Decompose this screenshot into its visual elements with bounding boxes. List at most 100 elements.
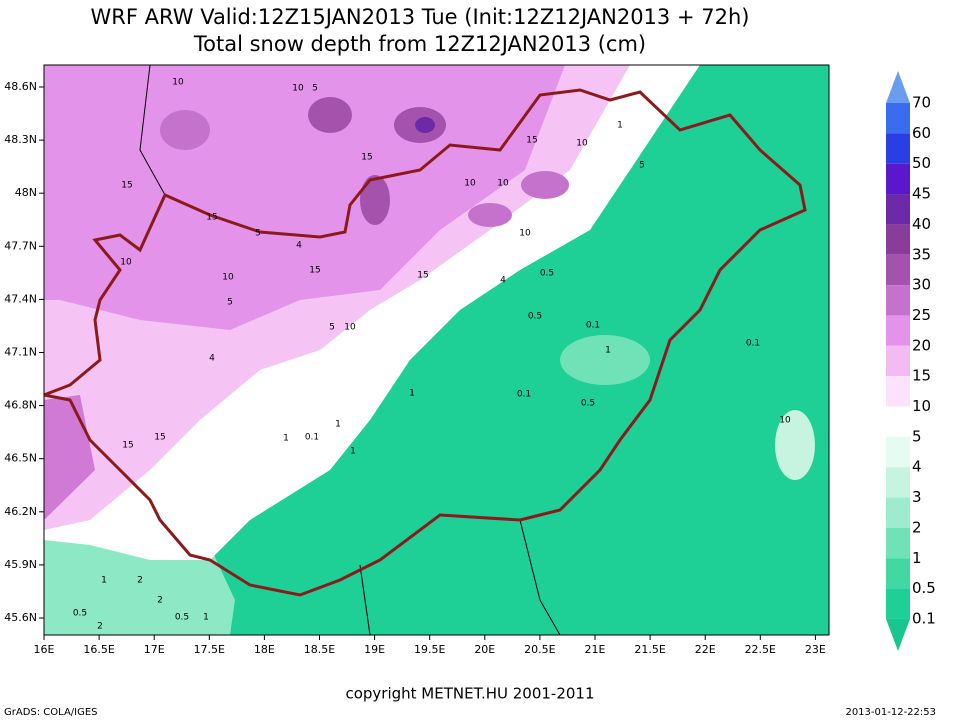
- lon-tick-label: 21E: [585, 643, 606, 656]
- lat-tick-label: 45.6N: [4, 611, 37, 624]
- contour-label: 15: [309, 266, 320, 276]
- field-purple: [360, 175, 390, 225]
- legend-arrow: [886, 618, 910, 651]
- legend-swatch: [886, 285, 910, 316]
- contour-label: 10: [172, 78, 184, 88]
- field-purple: [308, 97, 352, 133]
- contour-label: 15: [154, 433, 165, 443]
- legend-arrow: [886, 71, 910, 103]
- legend-swatch: [886, 497, 910, 528]
- contour-label: 1: [409, 389, 415, 399]
- field-purple: [468, 203, 512, 227]
- contour-label: 1: [335, 420, 341, 430]
- lon-tick-label: 22E: [695, 643, 716, 656]
- legend-label: 0.5: [912, 579, 936, 597]
- legend-swatch: [886, 103, 910, 134]
- lat-tick-label: 46.5N: [4, 452, 37, 465]
- lat-tick-label: 48N: [15, 186, 37, 199]
- legend-label: 30: [912, 276, 931, 294]
- footer-left: GrADS: COLA/IGES: [4, 707, 98, 718]
- lon-tick-label: 19E: [364, 643, 385, 656]
- contour-label: 2: [137, 576, 143, 586]
- lat-tick-label: 47.1N: [4, 346, 37, 359]
- map: [44, 65, 829, 635]
- contour-label: 5: [255, 229, 261, 239]
- contour-label: 15: [361, 153, 372, 163]
- legend-swatch: [886, 315, 910, 346]
- copyright: copyright METNET.HU 2001-2011: [345, 685, 594, 703]
- legend-swatch: [886, 345, 910, 377]
- lon-tick-label: 22.5E: [745, 643, 776, 656]
- legend-label: 3: [912, 488, 922, 506]
- field-patch: [775, 410, 815, 480]
- legend-swatch: [886, 254, 910, 286]
- legend-swatch: [886, 133, 910, 164]
- legend-swatch: [886, 588, 910, 619]
- lat-tick-label: 45.9N: [4, 558, 37, 571]
- contour-label: 10: [464, 179, 476, 189]
- contour-label: 2: [157, 596, 163, 606]
- field-purple: [415, 117, 435, 133]
- legend-label: 1: [912, 549, 922, 567]
- contour-label: 1: [350, 447, 356, 457]
- contour-label: 15: [417, 271, 428, 281]
- legend-label: 10: [912, 397, 931, 415]
- lat-tick-label: 47.4N: [4, 292, 37, 305]
- lon-tick-label: 19.5E: [414, 643, 445, 656]
- lon-tick-label: 17.5E: [194, 643, 225, 656]
- legend-label: 45: [912, 185, 931, 203]
- legend-label: 15: [912, 367, 931, 385]
- legend-label: 70: [912, 94, 931, 112]
- lat-tick-label: 48.3N: [4, 133, 37, 146]
- legend-label: 0.1: [912, 609, 936, 627]
- map-frame: [43, 64, 830, 636]
- contour-label: 0.5: [528, 312, 542, 322]
- lat-tick-label: 47.7N: [4, 239, 37, 252]
- contour-label: 0.5: [73, 609, 87, 619]
- legend-swatch: [886, 224, 910, 255]
- legend-swatch: [886, 163, 910, 195]
- contour-label: 1: [101, 576, 107, 586]
- field-purple: [521, 171, 569, 199]
- legend-label: 50: [912, 154, 931, 172]
- contour-label: 15: [526, 136, 537, 146]
- contour-label: 15: [121, 181, 132, 191]
- legend-swatch: [886, 467, 910, 498]
- legend-label: 2: [912, 518, 922, 536]
- contour-label: 0.5: [581, 399, 595, 409]
- border: [44, 88, 807, 597]
- legend-swatch: [886, 406, 910, 437]
- lon-tick-label: 17E: [144, 643, 165, 656]
- field-patch: [560, 335, 650, 385]
- legend-swatch: [886, 436, 910, 468]
- title: WRF ARW Valid:12Z15JAN2013 Tue (Init:12Z…: [91, 5, 750, 29]
- contour-label: 0.5: [540, 269, 554, 279]
- contour-label: 0.5: [175, 613, 189, 623]
- legend-swatch: [886, 194, 910, 225]
- contour-label: 0.1: [517, 390, 531, 400]
- legend-swatch: [886, 558, 910, 589]
- contour-label: 15: [206, 213, 217, 223]
- contour-label: 5: [312, 84, 318, 94]
- legend-label: 4: [912, 458, 922, 476]
- contour-label: 10: [497, 179, 509, 189]
- legend-label: 5: [912, 427, 922, 445]
- legend-label: 25: [912, 306, 931, 324]
- contour-label: 0.1: [586, 321, 600, 331]
- contour-label: 15: [122, 441, 133, 451]
- lon-tick-label: 20E: [474, 643, 495, 656]
- legend-label: 60: [912, 124, 931, 142]
- contour-label: 0.1: [305, 433, 319, 443]
- contour-label: 1: [203, 613, 209, 623]
- contour-label: 5: [639, 161, 645, 171]
- lon-tick-label: 21.5E: [634, 643, 665, 656]
- contour-label: 10: [292, 84, 304, 94]
- subtitle: Total snow depth from 12Z12JAN2013 (cm): [193, 32, 646, 56]
- contour-label: 2: [97, 622, 103, 632]
- contour-label: 10: [519, 229, 531, 239]
- contour-label: 1: [283, 434, 289, 444]
- legend-label: 35: [912, 245, 931, 263]
- legend-label: 20: [912, 336, 931, 354]
- lon-tick-label: 16.5E: [83, 643, 114, 656]
